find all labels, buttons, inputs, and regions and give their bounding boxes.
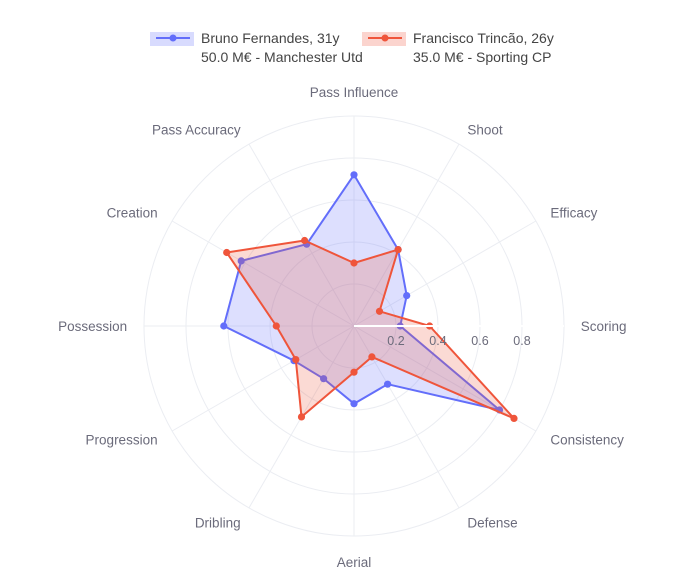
series-layer: [220, 171, 518, 422]
legend-item-trincao[interactable]: Francisco Trincão, 26y 35.0 M€ - Sportin…: [362, 30, 554, 65]
spoke-efficacy: [353, 220, 537, 327]
axis-label-shoot: Shoot: [467, 123, 503, 138]
legend-swatch-trincao-marker: [381, 34, 389, 42]
point-bruno-creation[interactable]: [237, 257, 245, 265]
point-trincao-pass-accuracy[interactable]: [301, 236, 309, 245]
axis-label-dribling: Dribling: [195, 515, 241, 530]
radial-tick-0-4: 0.4: [429, 334, 446, 348]
axis-label-pass-influence: Pass Influence: [310, 85, 399, 100]
spoke-progression: [171, 325, 355, 432]
legend[interactable]: Bruno Fernandes, 31y 50.0 M€ - Mancheste…: [150, 30, 554, 65]
point-trincao-consistency[interactable]: [510, 414, 518, 422]
radial-ticks: 0.2 0.4 0.6 0.8: [354, 325, 564, 348]
radial-tick-0-6: 0.6: [471, 334, 488, 348]
axis-label-aerial: Aerial: [337, 555, 372, 570]
spoke-consistency: [353, 325, 537, 432]
spoke-shoot: [353, 143, 460, 327]
spoke-creation: [171, 220, 355, 327]
radial-tick-0-2: 0.2: [387, 334, 404, 348]
axis-label-consistency: Consistency: [550, 432, 624, 447]
axis-label-efficacy: Efficacy: [550, 206, 597, 221]
spoke-pass-accuracy: [248, 143, 355, 327]
point-trincao-defense[interactable]: [368, 353, 376, 361]
axis-labels: Pass Influence Shoot Efficacy Scoring Consis…: [58, 85, 626, 570]
legend-swatch-bruno-marker: [169, 34, 177, 42]
point-bruno-pass-influence[interactable]: [350, 171, 358, 179]
point-trincao-dribling[interactable]: [297, 413, 306, 421]
point-trincao-creation[interactable]: [223, 248, 231, 257]
axis-label-defense: Defense: [467, 515, 517, 530]
axis-label-pass-accuracy: Pass Accuracy: [152, 123, 241, 138]
point-bruno-dribling[interactable]: [320, 375, 328, 383]
legend-label-bruno-subtitle: 50.0 M€ - Manchester Utd: [201, 49, 363, 65]
point-trincao-shoot[interactable]: [394, 246, 402, 254]
axis-label-scoring: Scoring: [581, 319, 627, 334]
axis-label-possession: Possession: [58, 319, 127, 334]
legend-label-trincao-subtitle: 35.0 M€ - Sporting CP: [413, 49, 552, 65]
legend-label-trincao-name: Francisco Trincão, 26y: [413, 30, 554, 46]
point-trincao-aerial[interactable]: [350, 368, 358, 376]
radial-tick-0-8: 0.8: [513, 334, 530, 348]
legend-label-bruno-name: Bruno Fernandes, 31y: [201, 30, 340, 46]
point-trincao-pass-influence[interactable]: [350, 259, 358, 267]
point-trincao-progression[interactable]: [292, 356, 300, 364]
point-bruno-possession[interactable]: [220, 322, 228, 330]
point-bruno-defense[interactable]: [384, 380, 392, 388]
point-trincao-efficacy[interactable]: [375, 307, 384, 315]
point-bruno-aerial[interactable]: [350, 400, 358, 408]
point-trincao-possession[interactable]: [272, 322, 280, 330]
legend-item-bruno[interactable]: Bruno Fernandes, 31y 50.0 M€ - Mancheste…: [150, 30, 363, 65]
point-bruno-efficacy[interactable]: [403, 292, 411, 300]
axis-label-creation: Creation: [107, 206, 158, 221]
axis-label-progression: Progression: [86, 432, 158, 447]
